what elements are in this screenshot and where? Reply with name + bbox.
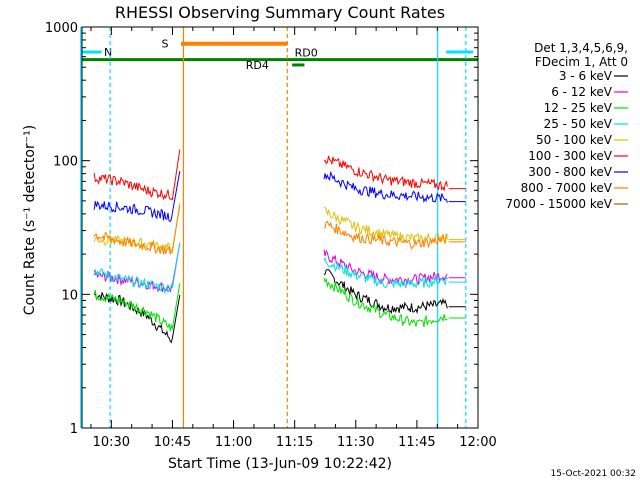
series-post-2 [323,277,448,328]
legend-label-4: 50 - 100 keV [536,133,613,147]
series-pre-1 [93,242,181,293]
flag-label-rd0: RD0 [295,47,318,60]
legend-label-2: 12 - 25 keV [544,101,613,115]
x-tick-label-0: 10:30 [93,435,130,450]
y-axis-label: Count Rate (s⁻¹ detector⁻¹) [22,125,38,315]
legend-label-3: 25 - 50 keV [544,117,613,131]
series-post-5 [323,155,448,192]
legend-label-6: 300 - 800 keV [528,165,612,179]
x-tick-label-6: 12:00 [459,435,496,450]
footer-date: 15-Oct-2021 00:32 [551,469,636,479]
series-post-3 [323,256,448,289]
series-pre-0 [94,292,181,344]
legend-label-8: 7000 - 15000 keV [505,197,612,211]
flag-label-s: S [161,38,168,51]
legend-label-1: 6 - 12 keV [551,85,613,99]
y-tick-label-1: 10 [61,288,78,303]
legend-header-line1: Det 1,3,4,5,6,9, [534,41,628,55]
y-tick-label-3: 1000 [45,21,78,36]
legend: 3 - 6 keV 6 - 12 keV 12 - 25 keV 25 - 50 ke… [505,69,628,211]
x-tick-label-4: 11:30 [337,435,374,450]
plot-area: N RD4 RD0 S [80,27,478,428]
series-pre-7 [93,205,181,255]
series-pre-2 [93,283,181,332]
series-pre-6 [93,171,181,223]
flag-label-n: N [104,46,112,59]
series-pre-4 [93,202,181,254]
flag-label-rd4: RD4 [246,59,269,72]
x-tick-label-3: 11:15 [276,435,313,450]
y-tick-label-0: 1 [70,422,78,437]
legend-label-0: 3 - 6 keV [559,69,613,83]
x-tick-label-1: 10:45 [154,435,191,450]
series-post-6 [323,170,448,204]
x-tick-label-5: 11:45 [398,435,435,450]
axes: 1 10 100 1000 10:30 10:45 11:00 11:15 11:30 11:45… [45,21,497,450]
chart-title: RHESSI Observing Summary Count Rates [115,3,445,22]
y-tick-label-2: 100 [53,155,78,170]
series-post-4 [323,206,448,244]
series-pre-3 [93,242,181,295]
legend-header-line2: FDecim 1, Att 0 [535,55,628,69]
x-axis-label: Start Time (13-Jun-09 10:22:42) [168,456,392,472]
plot-frame [81,26,479,429]
series-post-7 [323,220,448,250]
series-post-0 [323,268,448,315]
legend-label-7: 800 - 7000 keV [521,181,613,195]
legend-label-5: 100 - 300 keV [528,149,612,163]
series-pre-5 [93,149,181,201]
x-tick-label-2: 11:00 [215,435,252,450]
